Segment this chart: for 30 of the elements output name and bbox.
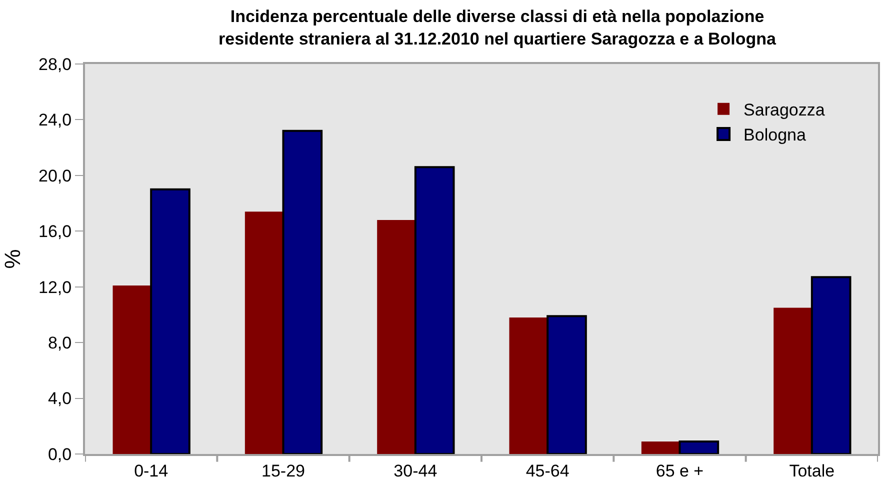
bar bbox=[377, 220, 416, 454]
chart-title: Incidenza percentuale delle diverse classi di età nella popolazione residente straniera al 31.12.2010 nel quartiere Saragozza e a Bologna bbox=[218, 7, 777, 48]
y-tick-label: 4,0 bbox=[48, 389, 72, 408]
x-tick-label: 65 e + bbox=[656, 461, 704, 480]
bar bbox=[282, 130, 323, 454]
x-tick-label: 30-44 bbox=[394, 461, 438, 480]
y-tick-label: 8,0 bbox=[48, 334, 72, 353]
legend-label: Bologna bbox=[744, 126, 806, 145]
x-tick-label: 45-64 bbox=[526, 461, 570, 480]
y-tick-label: 28,0 bbox=[38, 54, 72, 74]
y-axis-title: % bbox=[0, 249, 25, 269]
x-tick-label: Totale bbox=[789, 461, 835, 480]
y-tick-label: 0,0 bbox=[48, 444, 72, 464]
bar bbox=[244, 212, 284, 454]
bar bbox=[546, 315, 587, 454]
bar bbox=[810, 276, 852, 454]
bar bbox=[774, 308, 812, 454]
bar bbox=[150, 188, 190, 454]
x-tick-label: 0-14 bbox=[134, 461, 168, 480]
bar bbox=[414, 166, 455, 454]
bar bbox=[112, 285, 152, 454]
bar bbox=[641, 441, 680, 454]
legend-label: Saragozza bbox=[744, 100, 826, 120]
y-tick-label: 24,0 bbox=[38, 110, 72, 130]
y-tick-label: 16,0 bbox=[38, 222, 72, 242]
x-tick-label: 15-29 bbox=[262, 461, 305, 480]
bar bbox=[509, 318, 548, 454]
y-tick-label: 12,0 bbox=[38, 278, 72, 297]
bar bbox=[678, 440, 720, 454]
y-tick-label: 20,0 bbox=[38, 166, 72, 186]
